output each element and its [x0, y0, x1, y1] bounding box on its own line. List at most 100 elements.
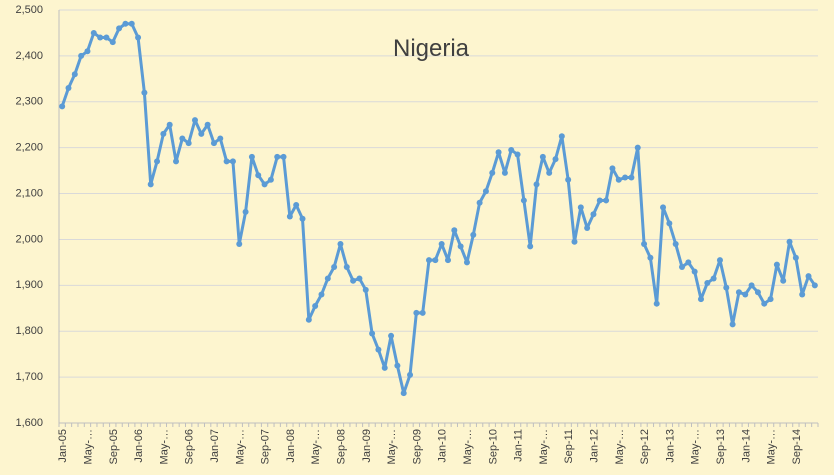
data-point: [286, 213, 293, 220]
data-point: [729, 321, 736, 328]
data-point: [154, 158, 161, 165]
x-tick-label: May-…: [614, 429, 626, 464]
data-point: [773, 261, 780, 268]
data-point: [748, 282, 755, 289]
data-point: [122, 20, 129, 27]
data-point: [135, 34, 142, 41]
data-point: [65, 85, 72, 92]
data-point: [786, 238, 793, 245]
data-point: [590, 211, 597, 218]
x-tick-label: Jan-14: [740, 429, 752, 463]
x-tick-label: Jan-10: [437, 429, 449, 463]
y-tick-label: 2,200: [15, 142, 43, 154]
x-tick-label: Sep-10: [487, 429, 499, 464]
data-point: [546, 169, 553, 176]
data-point: [710, 275, 717, 282]
data-point: [198, 130, 205, 137]
x-tick-label: Sep-06: [184, 429, 196, 464]
y-tick-label: 2,400: [15, 50, 43, 62]
data-point: [697, 296, 704, 303]
data-point: [552, 156, 559, 163]
data-point: [147, 181, 154, 188]
data-point: [489, 169, 496, 176]
gridlines: [59, 9, 818, 378]
data-point: [685, 259, 692, 266]
data-point: [438, 241, 445, 248]
data-point: [596, 197, 603, 204]
x-tick-label: Sep-14: [791, 429, 803, 464]
data-point: [318, 291, 325, 298]
data-point: [501, 169, 508, 176]
x-tick-label: May-…: [82, 429, 94, 464]
y-tick-label: 1,900: [15, 279, 43, 291]
data-point: [634, 144, 641, 151]
data-point: [577, 204, 584, 211]
data-point: [185, 140, 192, 147]
data-point: [571, 238, 578, 245]
data-point: [716, 257, 723, 264]
data-point: [527, 243, 534, 250]
data-point: [723, 284, 730, 291]
data-point: [337, 241, 344, 248]
data-point: [191, 117, 198, 124]
data-point: [558, 133, 565, 140]
x-tick-label: May-…: [690, 429, 702, 464]
data-point: [508, 146, 515, 153]
data-point: [97, 34, 104, 41]
data-point: [628, 174, 635, 181]
data-point: [388, 332, 395, 339]
series-line: [60, 22, 817, 395]
data-point: [641, 241, 648, 248]
y-tick-label: 2,500: [15, 4, 43, 16]
x-tick-label: Sep-13: [715, 429, 727, 464]
data-point: [210, 140, 217, 147]
data-point: [90, 29, 97, 36]
x-tick-label: Jan-05: [57, 429, 69, 463]
data-point: [299, 215, 306, 222]
y-tick-label: 2,100: [15, 187, 43, 199]
x-tick-label: Jan-11: [513, 429, 525, 462]
axes: [58, 10, 819, 427]
data-point: [343, 263, 350, 270]
data-point: [457, 243, 464, 250]
y-axis-tick-labels: 1,600 1,700 1,800 1,900 2,000 2,100 2,200 2,300…: [15, 4, 43, 429]
x-tick-label: May-…: [462, 429, 474, 464]
data-point: [495, 149, 502, 156]
data-point: [84, 48, 91, 55]
data-point: [280, 153, 287, 160]
data-point: [312, 302, 319, 309]
data-point: [419, 309, 426, 316]
data-point: [799, 291, 806, 298]
data-point: [255, 172, 262, 179]
data-point: [811, 282, 818, 289]
data-point: [248, 153, 255, 160]
data-point: [805, 273, 812, 280]
data-point: [356, 275, 363, 282]
y-tick-label: 2,000: [15, 233, 43, 245]
data-point: [394, 362, 401, 369]
data-point: [369, 330, 376, 337]
data-points: [59, 20, 818, 397]
x-tick-label: May-…: [310, 429, 322, 464]
y-tick-label: 2,300: [15, 96, 43, 108]
data-point: [482, 188, 489, 195]
chart-title: Nigeria: [393, 35, 470, 62]
data-point: [173, 158, 180, 165]
data-point: [109, 39, 116, 46]
data-point: [792, 254, 799, 261]
data-point: [166, 121, 173, 128]
data-point: [672, 241, 679, 248]
data-point: [432, 257, 439, 264]
data-point: [609, 165, 616, 172]
data-point: [128, 20, 135, 27]
data-point: [204, 121, 211, 128]
x-axis-tick-labels: Jan-05 May-… Sep-05 Jan-06 May-… Sep-06 Jan-07…: [57, 429, 803, 464]
data-point: [160, 130, 167, 137]
x-tick-label: Sep-05: [108, 429, 120, 464]
x-tick-label: Sep-09: [411, 429, 423, 464]
data-point: [653, 300, 660, 307]
data-point: [141, 89, 148, 96]
data-point: [444, 257, 451, 264]
data-point: [116, 25, 123, 32]
